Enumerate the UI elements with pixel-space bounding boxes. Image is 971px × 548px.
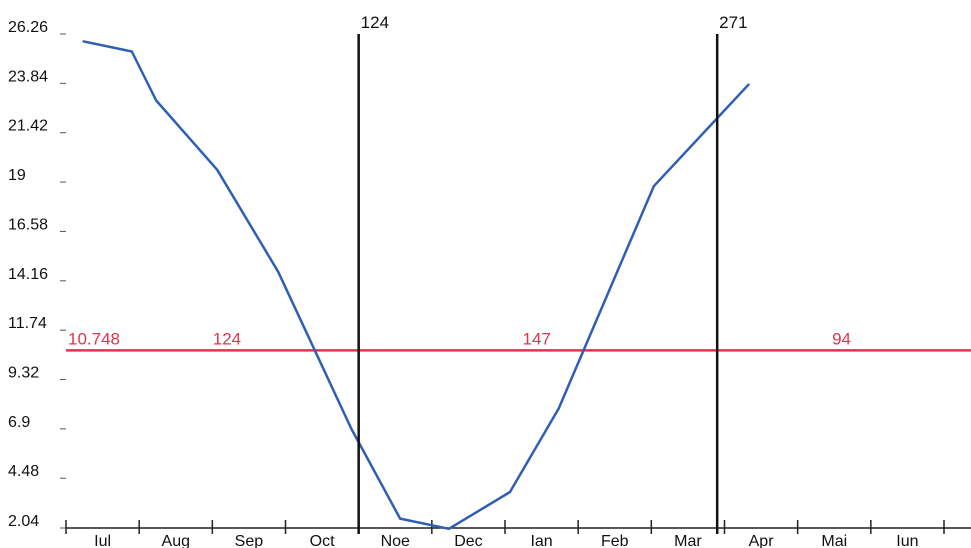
x-tick-label: Iul [94,533,111,548]
data-point [216,169,219,171]
y-tick-label: 14.16 [8,266,48,283]
x-axis: Iul Aug Sep Oct Noe Dec Ian Feb Mar Apr Mai Iun [65,520,971,548]
x-tick-label: Noe [381,533,410,548]
data-point [448,528,450,530]
x-tick-label: Feb [601,533,629,548]
data-point [277,271,279,273]
y-tick-label: 11.74 [8,315,47,332]
data-point [748,83,750,85]
data-point [557,407,560,410]
y-tick-label: 16.58 [8,216,48,233]
data-point [155,99,158,102]
vertical-marker-label: 271 [719,13,747,32]
data-point [131,50,133,53]
segment-length-label: 147 [523,329,551,348]
x-tick-label: Sep [235,533,264,548]
data-point [82,40,84,43]
x-tick-label: Apr [749,533,775,548]
data-point [652,185,655,187]
segment-length-label: 94 [832,329,851,348]
segment-length-label: 124 [213,329,241,348]
x-tick-label: Dec [454,533,482,548]
y-tick-label: 21.42 [8,118,48,135]
threshold-value-label: 10.748 [68,329,120,348]
y-tick-label: 9.32 [8,365,39,382]
x-tick-label: Aug [162,533,190,548]
series-group [82,40,750,531]
data-point [509,491,511,493]
x-tick-label: Ian [530,533,552,548]
y-tick-label: 19 [8,167,26,184]
threshold-line-group: 10.748 124 147 94 [66,329,971,352]
y-tick-label: 26.26 [8,19,48,36]
x-tick-label: Mar [674,533,702,548]
x-tick-label: Mai [821,533,847,548]
vertical-markers: 124 271 [357,13,748,534]
y-tick-label: 4.48 [8,463,39,480]
vertical-marker-label: 124 [361,13,389,32]
x-tick-label: Oct [310,533,335,548]
y-axis-ticks: 26.26 23.84 21.42 19 16.58 14.16 11.74 9.32 6.9 4… [8,19,66,530]
data-point [399,517,401,520]
y-tick-label: 23.84 [8,68,48,85]
y-tick-label: 2.04 [8,513,39,530]
data-point [350,428,353,430]
series-line [82,40,750,531]
x-tick-label: Iun [896,533,918,548]
y-tick-label: 6.9 [8,414,30,431]
